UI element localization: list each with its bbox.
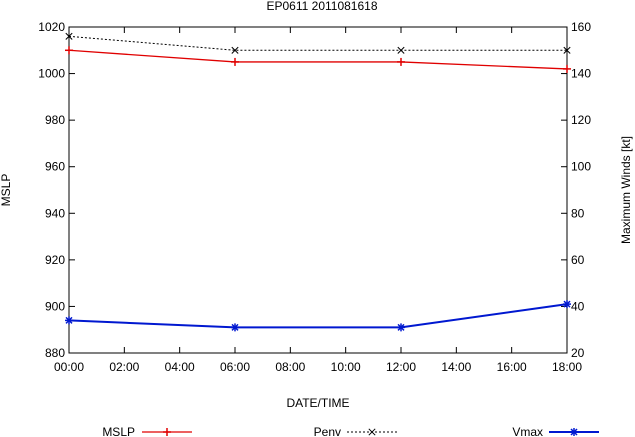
legend: MSLP Penv Vmax: [102, 425, 599, 437]
right-tick-label: 160: [571, 20, 591, 34]
series-layer: [65, 32, 571, 332]
data-point: [65, 46, 73, 55]
right-tick-label: 120: [571, 113, 591, 127]
right-tick-label: 20: [571, 346, 585, 360]
legend-label: Vmax: [512, 425, 543, 437]
left-tick-label: 1020: [38, 20, 65, 34]
legend-item-vmax: Vmax: [512, 425, 599, 437]
data-point: [163, 428, 171, 436]
legend-label: MSLP: [102, 425, 135, 437]
right-tick-label: 60: [571, 253, 585, 267]
x-tick-label: 00:00: [54, 360, 84, 374]
data-point: [65, 316, 73, 325]
data-point: [231, 323, 239, 332]
left-tick-label: 900: [45, 299, 65, 313]
x-tick-label: 14:00: [441, 360, 471, 374]
data-point: [397, 323, 405, 332]
x-tick-label: 10:00: [331, 360, 361, 374]
series-line: [68, 49, 568, 70]
data-point: [563, 46, 571, 54]
data-point: [231, 46, 239, 54]
data-point: [397, 57, 405, 66]
series-mslp: [65, 46, 571, 73]
left-tick-labels: 880 900 920 940 960 980 1000 1020: [38, 20, 65, 360]
left-tick-label: 880: [45, 346, 65, 360]
legend-item-penv: Penv: [314, 425, 397, 437]
data-point: [368, 428, 376, 436]
data-point: [570, 428, 578, 436]
right-tick-label: 100: [571, 160, 591, 174]
right-tick-label: 40: [571, 299, 585, 313]
right-tick-labels: 20 40 60 80 100 120 140 160: [571, 20, 591, 360]
right-tick-label: 80: [571, 206, 585, 220]
series-line: [68, 35, 567, 51]
x-tick-label: 12:00: [386, 360, 416, 374]
right-tick-label: 140: [571, 67, 591, 81]
x-tick-label: 08:00: [275, 360, 305, 374]
data-point: [563, 300, 571, 309]
x-tick-label: 02:00: [109, 360, 139, 374]
plot-frame: [68, 26, 568, 354]
x-tick-label: 16:00: [497, 360, 527, 374]
data-point: [397, 46, 405, 54]
y-axis-label-right: Maximum Winds [kt]: [619, 136, 633, 244]
data-point: [231, 57, 239, 66]
x-tick-label: 18:00: [552, 360, 582, 374]
left-tick-label: 980: [45, 113, 65, 127]
series-penv: [65, 32, 571, 54]
left-tick-label: 940: [45, 206, 65, 220]
left-tick-label: 960: [45, 160, 65, 174]
x-tick-label: 04:00: [165, 360, 195, 374]
x-tick-labels: 00:00 02:00 04:00 06:00 08:00 10:00 12:00 14:00…: [54, 360, 582, 374]
chart-title: EP0611 2011081618: [267, 0, 378, 13]
left-tick-label: 1000: [38, 67, 65, 81]
legend-label: Penv: [314, 425, 341, 437]
left-tick-label: 920: [45, 253, 65, 267]
y-axis-label-left: MSLP: [0, 174, 13, 207]
x-axis-label: DATE/TIME: [286, 396, 349, 410]
data-point: [563, 64, 571, 73]
axis-ticks: [68, 26, 568, 354]
x-tick-label: 06:00: [220, 360, 250, 374]
legend-item-mslp: MSLP: [102, 425, 192, 437]
series-line: [68, 303, 568, 329]
data-point: [65, 32, 73, 40]
series-vmax: [65, 300, 571, 332]
